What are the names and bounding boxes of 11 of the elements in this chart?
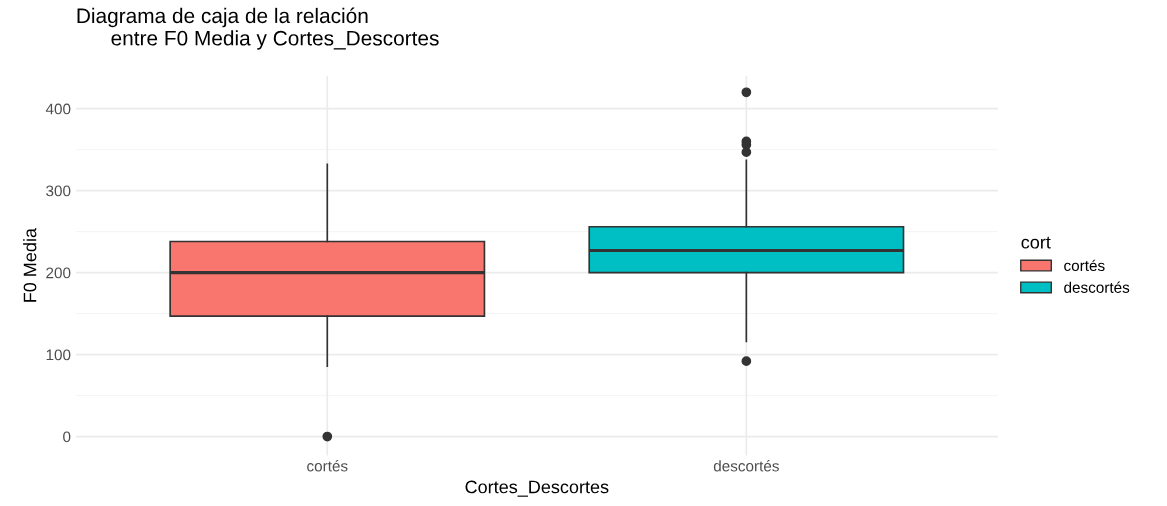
legend-label: cortés <box>1064 259 1105 272</box>
y-tick-label: 100 <box>46 349 71 361</box>
y-tick-label: 200 <box>46 267 71 279</box>
legend-label: descortés <box>1064 281 1130 293</box>
x-axis-title: Cortes_Descortes <box>465 480 609 497</box>
y-axis-title: F0 Media <box>23 228 37 302</box>
chart-title: Diagrama de caja de la relación entre F0 Media y Cortes_Descortes <box>77 7 439 50</box>
y-tick-label: 400 <box>45 103 71 115</box>
y-tick-label: 0 <box>63 431 71 443</box>
legend-title: cort <box>1021 236 1051 249</box>
y-tick-label: 300 <box>46 185 71 197</box>
